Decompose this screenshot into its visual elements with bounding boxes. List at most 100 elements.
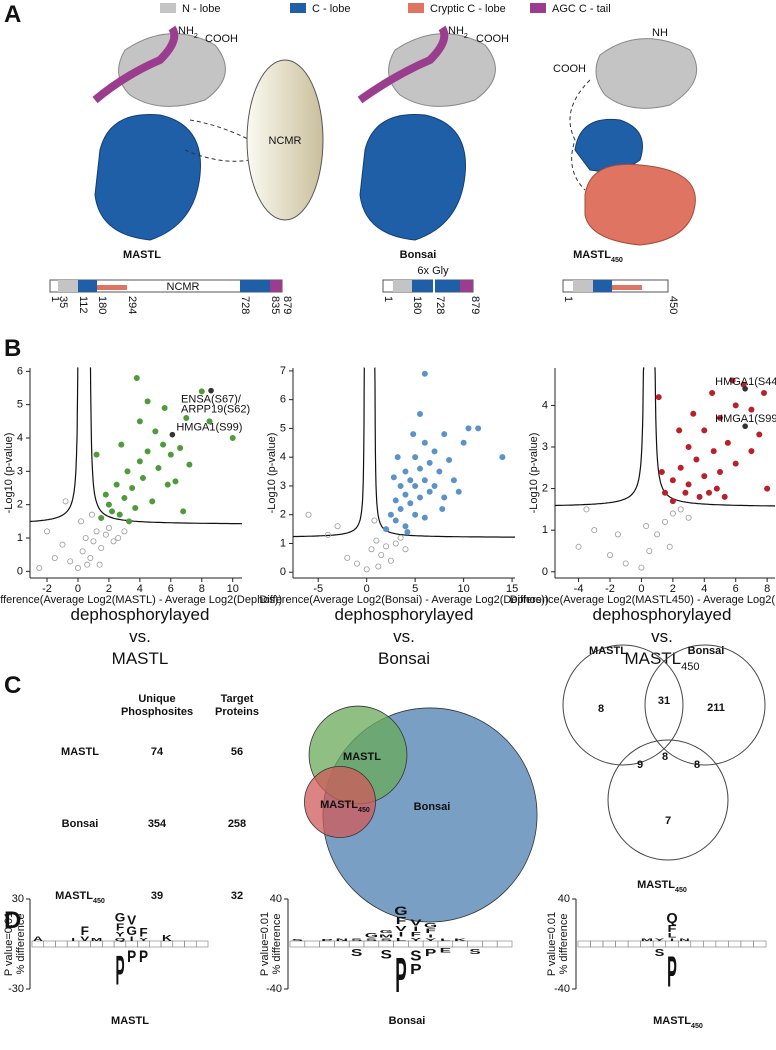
logo-letter: F: [139, 926, 148, 939]
set-label-sub: 450: [358, 806, 370, 814]
residue-label: 450: [667, 296, 679, 314]
data-point: [441, 494, 448, 501]
logo-letter: G: [394, 904, 407, 918]
residue-label: 180: [96, 296, 108, 314]
y-axis-label: -Log10 (p-value): [266, 433, 278, 514]
data-point: [677, 506, 684, 513]
data-point: [90, 538, 97, 545]
logo-letter: P: [127, 948, 136, 967]
data-point: [363, 566, 370, 573]
data-point: [421, 370, 428, 377]
comparison-title: vs.: [651, 627, 673, 646]
logo-letter: S: [380, 938, 391, 942]
ncmr-domain: [246, 59, 324, 221]
position-box: [149, 940, 162, 948]
legend-label: C - lobe: [312, 3, 351, 15]
set-label-main: MASTL: [343, 751, 381, 763]
position-box: [304, 940, 320, 948]
logo-letter: K: [162, 934, 173, 943]
n-terminus: NH2: [178, 25, 198, 40]
legend-label: Cryptic C - lobe: [430, 3, 506, 15]
y-tick-label: 7: [280, 365, 286, 377]
y-axis-label: % difference: [558, 914, 570, 975]
data-point: [460, 439, 467, 446]
data-point: [655, 394, 662, 401]
venn-circle: [644, 644, 766, 766]
data-point: [685, 481, 692, 488]
panel-label: D: [4, 907, 21, 934]
venn-count: 8: [598, 703, 604, 715]
y-tick-label: 6: [17, 365, 23, 377]
residue-label: 112: [77, 296, 89, 314]
c-lobe: [94, 113, 201, 241]
data-point: [390, 474, 397, 481]
logo-letter: P: [395, 947, 406, 1003]
data-point: [118, 441, 125, 448]
logo-letter: I: [399, 931, 404, 938]
row-name-main: MASTL: [55, 890, 93, 902]
set-label: Bonsai: [414, 801, 451, 813]
data-point: [229, 434, 236, 441]
position-box: [43, 940, 56, 948]
annotation: HMGA1(S99): [715, 413, 776, 425]
position-box: [172, 940, 185, 948]
proportional-set: [304, 766, 376, 838]
y-axis-label: P value=0.01: [259, 912, 271, 976]
data-point: [499, 454, 506, 461]
logo-letter: S: [351, 938, 362, 942]
logo-letter: L: [440, 938, 451, 942]
table-cell: 39: [151, 890, 163, 902]
structure-name-sub: 450: [611, 256, 623, 264]
venn-count: 8: [694, 759, 700, 771]
data-point: [383, 543, 390, 550]
n-lobe-segment: [393, 280, 412, 292]
data-point: [149, 498, 156, 505]
x-tick-label: 6: [168, 583, 174, 595]
data-point: [638, 564, 645, 571]
data-point: [82, 535, 89, 542]
table-header: Phosphosites: [121, 706, 193, 718]
data-point: [756, 431, 763, 438]
data-point: [701, 473, 708, 480]
logo-title-main: Bonsai: [389, 1015, 426, 1027]
position-box: [55, 940, 68, 948]
y-tick-label: 6: [280, 394, 286, 406]
comparison-title: vs.: [393, 627, 415, 646]
data-point: [93, 451, 100, 458]
legend-swatch: [290, 3, 306, 13]
data-point: [677, 464, 684, 471]
data-point: [402, 468, 409, 475]
data-point: [622, 560, 629, 567]
data-point: [662, 489, 669, 496]
data-point: [475, 425, 482, 432]
data-point: [669, 477, 676, 484]
agc-tail: [357, 25, 449, 104]
data-point: [446, 457, 453, 464]
c-lobe-segment: [78, 280, 97, 292]
data-point: [426, 459, 433, 466]
comparison-title-main: Bonsai: [378, 649, 430, 668]
data-point: [392, 497, 399, 504]
data-point: [383, 526, 390, 533]
comparison-title: MASTL: [112, 649, 169, 668]
x-tick-label: -4: [574, 583, 584, 595]
data-point: [155, 464, 162, 471]
comparison-title: MASTL450: [624, 649, 699, 673]
data-point: [394, 454, 401, 461]
data-point: [160, 441, 167, 448]
venn-set-label: MASTL: [589, 645, 627, 657]
data-point: [126, 518, 133, 525]
residue-label: 35: [57, 296, 69, 308]
y-tick-label: 5: [280, 422, 286, 434]
row-name: MASTL: [61, 746, 99, 758]
c-terminus: COOH: [205, 33, 238, 45]
structure-name-main: Bonsai: [400, 249, 437, 261]
data-point: [36, 565, 43, 572]
n-lobe-segment: [58, 280, 78, 292]
x-tick-label: 15: [506, 583, 518, 595]
domain-map: [562, 279, 669, 293]
data-point: [180, 508, 187, 515]
data-point: [375, 563, 382, 570]
logo-letter: Q: [666, 911, 677, 927]
data-point: [416, 465, 423, 472]
